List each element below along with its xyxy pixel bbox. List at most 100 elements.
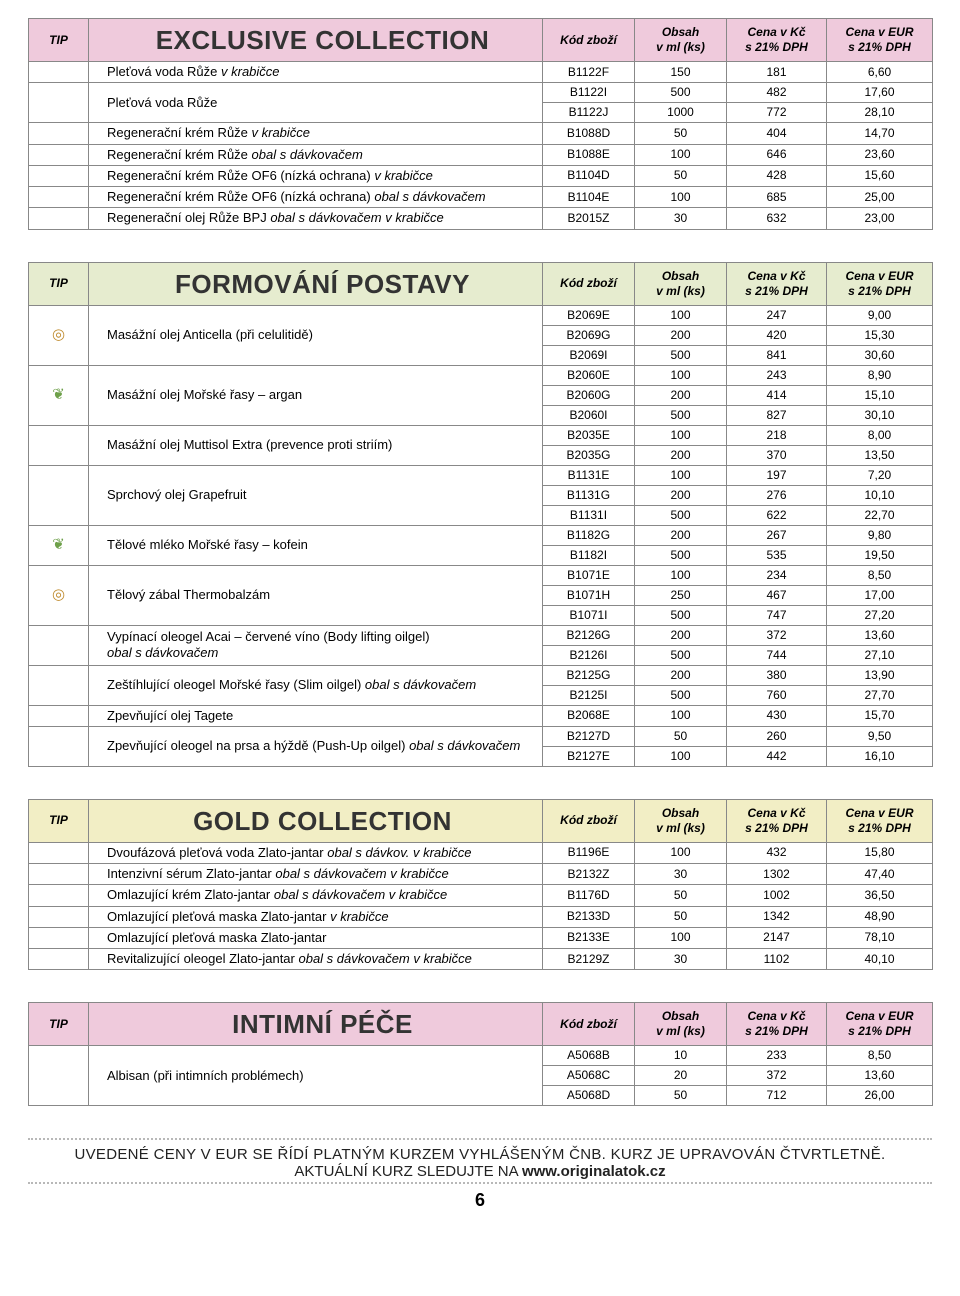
cell-tip	[29, 208, 89, 229]
footer-divider-top	[28, 1138, 932, 1140]
cell-code: B2125I	[543, 685, 635, 705]
cell-ml: 500	[635, 345, 727, 365]
cell-kc: 181	[727, 62, 827, 83]
table-row: Regenerační olej Růže BPJ obal s dávkova…	[29, 208, 933, 229]
cell-tip: ◎	[29, 305, 89, 365]
cell-ml: 100	[635, 705, 727, 726]
cell-eur: 25,00	[827, 187, 933, 208]
cell-kc: 260	[727, 726, 827, 746]
cell-eur: 13,60	[827, 1066, 933, 1086]
cell-kc: 247	[727, 305, 827, 325]
col-eur: Cena v EUR s 21% DPH	[827, 799, 933, 842]
cell-kc: 747	[727, 605, 827, 625]
cell-code: B1088D	[543, 123, 635, 144]
cell-code: B1071I	[543, 605, 635, 625]
cell-code: B1131E	[543, 465, 635, 485]
cell-code: B1196E	[543, 842, 635, 863]
cell-eur: 15,60	[827, 165, 933, 186]
cell-tip	[29, 726, 89, 766]
cell-eur: 23,00	[827, 208, 933, 229]
cell-kc: 685	[727, 187, 827, 208]
cell-tip	[29, 165, 89, 186]
cell-eur: 16,10	[827, 746, 933, 766]
cell-ml: 500	[635, 645, 727, 665]
cell-eur: 7,20	[827, 465, 933, 485]
cell-ml: 100	[635, 425, 727, 445]
table-row: Regenerační krém Růže OF6 (nízká ochrana…	[29, 165, 933, 186]
cell-ml: 30	[635, 208, 727, 229]
page-footer: UVEDENÉ CENY V EUR SE ŘÍDÍ PLATNÝM KURZE…	[28, 1138, 932, 1211]
cell-ml: 50	[635, 906, 727, 927]
cell-kc: 1302	[727, 864, 827, 885]
table-row: Omlazující krém Zlato-jantar obal s dávk…	[29, 885, 933, 906]
cell-name: Zpevňující oleogel na prsa a hýždě (Push…	[89, 726, 543, 766]
cell-name: Regenerační krém Růže OF6 (nízká ochrana…	[89, 165, 543, 186]
col-code: Kód zboží	[543, 262, 635, 305]
cell-code: B2127E	[543, 746, 635, 766]
cell-kc: 372	[727, 1066, 827, 1086]
cell-name: Omlazující krém Zlato-jantar obal s dávk…	[89, 885, 543, 906]
cell-kc: 772	[727, 103, 827, 123]
cell-code: A5068C	[543, 1066, 635, 1086]
cell-ml: 200	[635, 445, 727, 465]
cell-eur: 8,50	[827, 565, 933, 585]
table-row: Zpevňující oleogel na prsa a hýždě (Push…	[29, 726, 933, 746]
table-row: Revitalizující oleogel Zlato-jantar obal…	[29, 949, 933, 970]
cell-ml: 250	[635, 585, 727, 605]
cell-code: B2015Z	[543, 208, 635, 229]
cell-code: B2069E	[543, 305, 635, 325]
cell-code: B2068E	[543, 705, 635, 726]
col-eur: Cena v EUR s 21% DPH	[827, 19, 933, 62]
cell-tip	[29, 1046, 89, 1106]
col-kc: Cena v Kč s 21% DPH	[727, 1003, 827, 1046]
table-row: Regenerační krém Růže v krabičceB1088D50…	[29, 123, 933, 144]
table-row: Omlazující pleťová maska Zlato-jantarB21…	[29, 927, 933, 948]
cell-eur: 15,30	[827, 325, 933, 345]
cell-code: B2125G	[543, 665, 635, 685]
cell-ml: 200	[635, 385, 727, 405]
cell-tip	[29, 144, 89, 165]
cell-ml: 100	[635, 565, 727, 585]
cell-eur: 13,90	[827, 665, 933, 685]
cell-eur: 22,70	[827, 505, 933, 525]
cell-eur: 14,70	[827, 123, 933, 144]
table-row: ❦Masážní olej Mořské řasy – arganB2060E1…	[29, 365, 933, 385]
cell-eur: 9,80	[827, 525, 933, 545]
cell-eur: 27,10	[827, 645, 933, 665]
cell-eur: 10,10	[827, 485, 933, 505]
cell-ml: 500	[635, 505, 727, 525]
cell-code: B1131I	[543, 505, 635, 525]
cell-eur: 40,10	[827, 949, 933, 970]
cell-kc: 430	[727, 705, 827, 726]
cell-code: A5068B	[543, 1046, 635, 1066]
cell-eur: 48,90	[827, 906, 933, 927]
cell-ml: 50	[635, 123, 727, 144]
col-tip: TIP	[29, 19, 89, 62]
cell-name: Tělové mléko Mořské řasy – kofein	[89, 525, 543, 565]
cell-eur: 13,50	[827, 445, 933, 465]
col-kc: Cena v Kč s 21% DPH	[727, 19, 827, 62]
table-row: Albisan (při intimních problémech)A5068B…	[29, 1046, 933, 1066]
cell-ml: 100	[635, 305, 727, 325]
cell-name: Intenzivní sérum Zlato-jantar obal s dáv…	[89, 864, 543, 885]
cell-code: B1182I	[543, 545, 635, 565]
cell-kc: 218	[727, 425, 827, 445]
price-table: TIPFORMOVÁNÍ POSTAVYKód zbožíObsah v ml …	[28, 262, 933, 767]
cell-ml: 50	[635, 726, 727, 746]
col-code: Kód zboží	[543, 1003, 635, 1046]
cell-code: B1104D	[543, 165, 635, 186]
cell-kc: 482	[727, 83, 827, 103]
cell-code: B1176D	[543, 885, 635, 906]
cell-eur: 6,60	[827, 62, 933, 83]
cell-code: B2129Z	[543, 949, 635, 970]
table-row: Intenzivní sérum Zlato-jantar obal s dáv…	[29, 864, 933, 885]
cell-name: Pleťová voda Růže	[89, 83, 543, 123]
cell-ml: 150	[635, 62, 727, 83]
cell-ml: 10	[635, 1046, 727, 1066]
cell-kc: 1002	[727, 885, 827, 906]
cell-ml: 50	[635, 885, 727, 906]
col-tip: TIP	[29, 799, 89, 842]
page-number: 6	[28, 1190, 932, 1211]
cell-name: Pleťová voda Růže v krabičce	[89, 62, 543, 83]
table-row: Vypínací oleogel Acai – červené víno (Bo…	[29, 625, 933, 645]
